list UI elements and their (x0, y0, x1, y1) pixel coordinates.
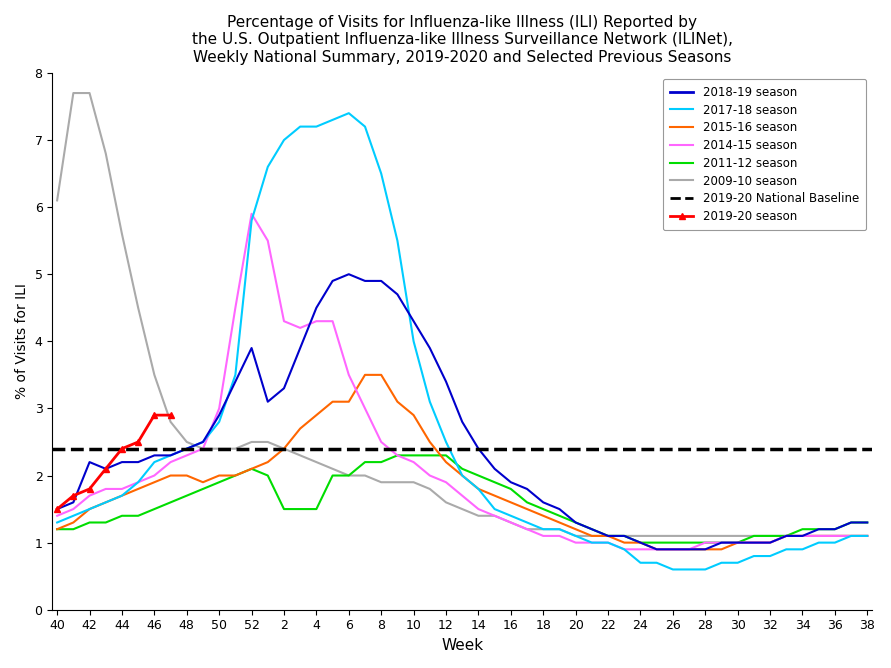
Legend: 2018-19 season, 2017-18 season, 2015-16 season, 2014-15 season, 2011-12 season, : 2018-19 season, 2017-18 season, 2015-16 … (663, 79, 866, 230)
X-axis label: Week: Week (441, 638, 483, 653)
Y-axis label: % of Visits for ILI: % of Visits for ILI (15, 283, 29, 399)
Title: Percentage of Visits for Influenza-like Illness (ILI) Reported by
the U.S. Outpa: Percentage of Visits for Influenza-like … (192, 15, 732, 65)
